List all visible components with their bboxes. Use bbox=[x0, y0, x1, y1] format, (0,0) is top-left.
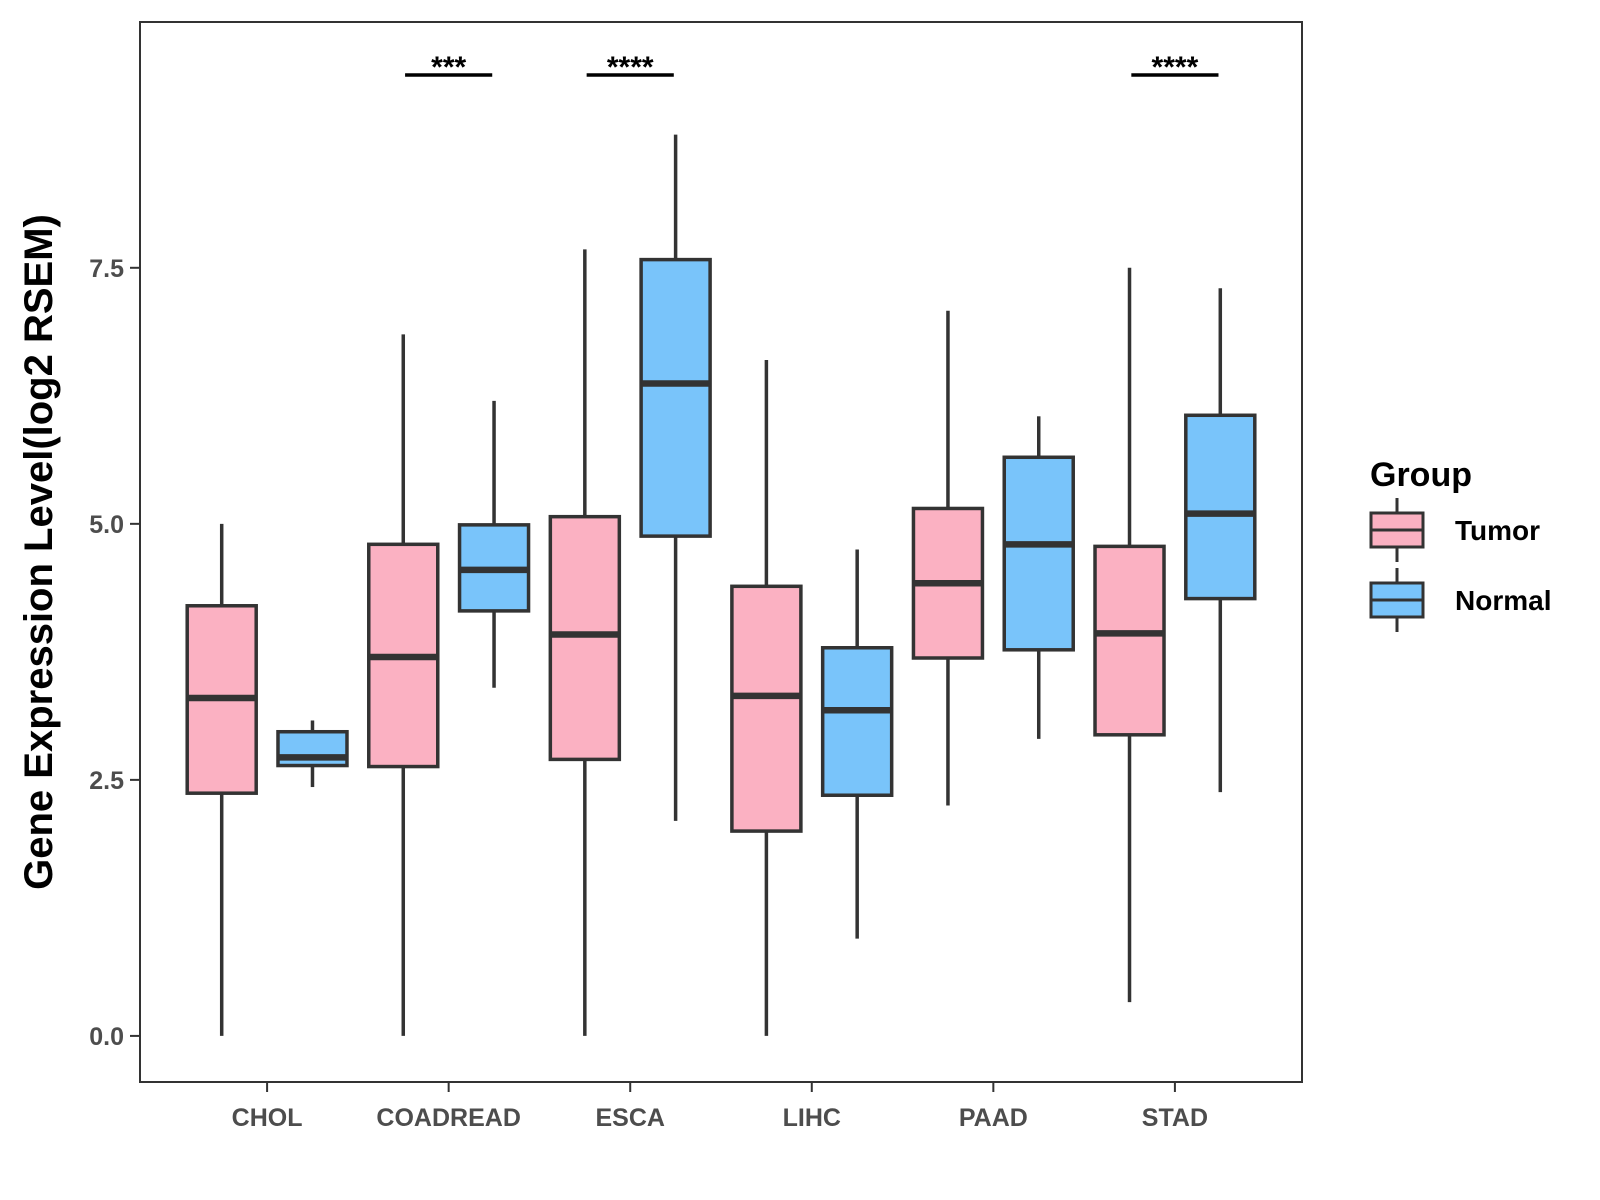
box-iqr bbox=[1093, 544, 1166, 737]
legend-item-tumor: Tumor bbox=[1369, 498, 1540, 562]
y-axis: 0.0 2.5 5.0 7.5 bbox=[89, 255, 140, 1051]
box-iqr bbox=[548, 514, 622, 762]
box-tumor-paad bbox=[911, 310, 985, 806]
legend-label: Tumor bbox=[1455, 515, 1540, 546]
significance-layer: *** **** **** bbox=[405, 51, 1219, 84]
box-normal-chol bbox=[276, 720, 349, 788]
legend: Group Tumor Normal bbox=[1369, 456, 1551, 632]
boxes-layer bbox=[185, 134, 1257, 1036]
legend-label: Normal bbox=[1455, 585, 1551, 616]
y-tick-label: 7.5 bbox=[89, 255, 124, 283]
significance-label: **** bbox=[607, 51, 654, 84]
x-tick-label: CHOL bbox=[232, 1104, 303, 1132]
x-tick-label: PAAD bbox=[959, 1104, 1028, 1132]
x-tick-label: COADREAD bbox=[376, 1104, 520, 1132]
box-normal-esca bbox=[639, 134, 712, 821]
box-iqr bbox=[639, 257, 712, 538]
box-normal-stad bbox=[1184, 288, 1257, 793]
box-normal-paad bbox=[1002, 416, 1075, 739]
box-tumor-chol bbox=[185, 523, 258, 1036]
y-axis-title: Gene Expression Level(log2 RSEM) bbox=[17, 214, 61, 890]
significance-label: **** bbox=[1152, 51, 1199, 84]
significance-label: *** bbox=[431, 51, 466, 84]
box-iqr bbox=[730, 584, 803, 833]
legend-title: Group bbox=[1370, 456, 1472, 494]
box-tumor-stad bbox=[1093, 267, 1166, 1003]
x-axis: CHOL COADREAD ESCA LIHC PAAD STAD bbox=[232, 1082, 1208, 1132]
box-iqr bbox=[1002, 455, 1075, 652]
box-tumor-coadread bbox=[367, 334, 440, 1036]
y-tick-label: 2.5 bbox=[89, 767, 124, 795]
box-normal-coadread bbox=[457, 400, 531, 688]
box-normal-lihc bbox=[820, 549, 894, 939]
box-tumor-lihc bbox=[730, 359, 803, 1036]
box-iqr bbox=[820, 646, 894, 797]
x-tick-label: STAD bbox=[1142, 1104, 1208, 1132]
x-tick-label: ESCA bbox=[595, 1104, 664, 1132]
box-tumor-esca bbox=[548, 249, 622, 1036]
legend-item-normal: Normal bbox=[1369, 568, 1551, 632]
y-tick-label: 0.0 bbox=[89, 1023, 124, 1051]
box-iqr bbox=[1184, 413, 1257, 601]
x-tick-label: LIHC bbox=[783, 1104, 841, 1132]
y-tick-label: 5.0 bbox=[89, 511, 124, 539]
